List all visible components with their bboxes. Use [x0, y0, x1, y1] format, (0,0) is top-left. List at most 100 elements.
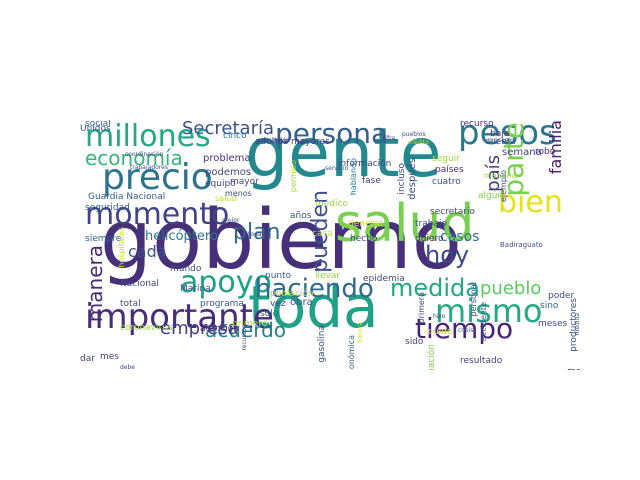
word-cloud-word: punto	[265, 271, 292, 281]
word-cloud-word: después	[407, 158, 418, 200]
word-cloud-word: primera	[417, 292, 426, 324]
word-cloud-word: primero	[232, 319, 268, 329]
word-cloud-word: dar	[80, 354, 95, 364]
word-cloud-word: económica	[347, 335, 356, 370]
word-cloud-word: cuido	[428, 327, 453, 337]
word-cloud-word: sino	[540, 301, 559, 311]
word-cloud-word: fase	[362, 176, 381, 186]
word-cloud-word: medida	[390, 274, 480, 302]
word-cloud-word: secretario	[430, 207, 475, 217]
word-cloud-word: Guardia Nacional	[88, 192, 166, 202]
word-cloud-word: ejemplo	[499, 170, 508, 203]
word-cloud-word: Secretaría	[182, 120, 274, 139]
word-cloud-word: coordinación	[125, 151, 164, 158]
word-cloud-word: vez	[270, 299, 286, 309]
word-cloud-word: Sonora	[357, 322, 364, 344]
word-cloud-word: proceso	[488, 137, 512, 144]
word-cloud-word: incluso	[397, 163, 407, 195]
word-cloud-word: Unidos	[80, 124, 111, 134]
word-cloud-word: servicio	[325, 165, 349, 172]
word-cloud-word: menos	[225, 189, 252, 198]
word-cloud-word: situación	[427, 344, 437, 370]
word-cloud-word: hoy	[425, 241, 470, 269]
word-cloud-word: pueblos	[402, 131, 426, 138]
word-cloud-word: persona	[275, 120, 389, 150]
word-cloud-word: economía	[85, 146, 183, 170]
word-cloud-word: mejor	[222, 217, 240, 224]
word-cloud-word: seguridad	[85, 203, 130, 213]
word-cloud-word: pesos	[458, 120, 557, 153]
word-cloud-word: precio	[102, 157, 213, 198]
word-cloud-word: hizo	[433, 313, 446, 320]
word-cloud-word: trabajadores	[130, 164, 168, 171]
word-cloud-word: materia	[567, 368, 580, 371]
word-cloud-word: mismo	[435, 292, 543, 330]
word-cloud: gobierno gente toda salud millones persona pes…	[80, 120, 580, 370]
word-cloud-word: epidemia	[363, 274, 405, 284]
word-cloud-word: gasolina	[317, 325, 327, 363]
word-cloud-word: crédito	[408, 139, 429, 146]
word-cloud-word: recurso	[460, 120, 494, 129]
word-cloud-word: salud	[335, 194, 475, 254]
word-cloud-word: semana	[502, 147, 542, 158]
word-cloud-word: baja	[490, 129, 510, 139]
word-cloud-word: crisis	[458, 327, 474, 334]
word-cloud-word: cuenta	[485, 137, 516, 147]
word-cloud-word: salud	[215, 194, 237, 203]
word-cloud-word: toda	[248, 273, 379, 341]
word-cloud-word: médico	[315, 199, 348, 209]
word-cloud-word: países	[435, 165, 464, 175]
word-cloud-word: seguir	[432, 154, 460, 164]
word-cloud-word: helicóptero	[145, 229, 218, 244]
word-cloud-word: cada	[128, 242, 167, 261]
word-cloud-word: siempre	[85, 234, 122, 244]
word-cloud-word: trabajo	[415, 219, 447, 229]
word-cloud-word: bien	[498, 185, 563, 220]
word-cloud-word: problema	[203, 153, 251, 164]
word-cloud-word: vida	[578, 319, 580, 326]
word-cloud-word: tiempo	[415, 312, 514, 345]
word-cloud-word: pueblo	[480, 278, 542, 299]
word-cloud-word: población	[270, 289, 314, 299]
word-cloud-word: programa	[200, 299, 244, 309]
word-cloud-word: acuerdo	[205, 318, 287, 342]
word-cloud-word: mes	[100, 352, 119, 362]
word-cloud-word: mundo	[170, 264, 202, 274]
word-cloud-word: quiero	[415, 234, 444, 244]
word-cloud-word: plan	[233, 220, 281, 245]
word-cloud-word: apoyo	[180, 265, 272, 300]
word-cloud-word: equipo	[205, 179, 236, 189]
word-cloud-word: corrupción	[258, 137, 290, 144]
word-cloud-word: hecho	[350, 234, 378, 244]
word-cloud-word: algún	[478, 191, 504, 201]
word-cloud-word: mayor	[230, 177, 259, 187]
word-cloud-word: poder	[548, 291, 575, 301]
word-cloud-word: haciendo	[255, 274, 374, 304]
word-cloud-word: millones	[85, 120, 211, 154]
word-cloud-word: todavía	[248, 231, 271, 238]
word-cloud-word: años	[290, 211, 312, 221]
word-cloud-word: resultado	[460, 356, 503, 366]
word-cloud-word: mañana	[484, 171, 517, 180]
word-cloud-word: Nacional	[120, 279, 159, 289]
word-cloud-word: meses	[538, 319, 568, 329]
word-cloud-word: hospitales	[117, 227, 126, 268]
word-cloud-word: llevar	[315, 271, 341, 281]
word-cloud-word: sólo	[260, 309, 279, 319]
word-cloud-word: cuatro	[432, 177, 461, 187]
word-cloud-word: hablando	[349, 158, 358, 196]
word-cloud-word: cifra	[382, 135, 396, 142]
word-cloud-word: casos	[440, 229, 480, 245]
word-cloud-word: coronavirus	[120, 323, 173, 333]
word-cloud-word: obra	[290, 297, 313, 308]
word-cloud-word: personal	[469, 282, 478, 317]
word-cloud-word: cinco	[223, 131, 247, 141]
word-cloud-word: gente	[245, 120, 442, 193]
word-cloud-word: recursos	[241, 325, 248, 351]
word-cloud-word: adultos mayores	[255, 137, 330, 147]
word-cloud-word: sido	[405, 337, 424, 347]
word-cloud-word: empresa	[160, 318, 239, 339]
word-cloud-word: Marina	[180, 284, 211, 294]
word-cloud-word: social	[85, 120, 111, 129]
word-cloud-word: total	[120, 299, 141, 309]
